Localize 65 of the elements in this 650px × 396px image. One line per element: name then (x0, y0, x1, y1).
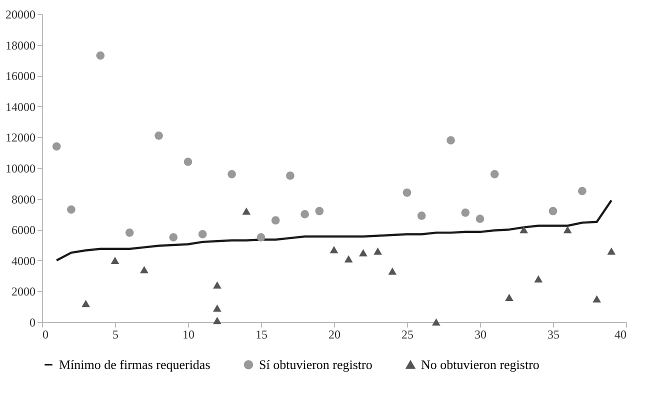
y-tick-label: 20000 (6, 8, 36, 22)
x-tick-label: 25 (402, 328, 414, 342)
point (67, 205, 76, 214)
legend-label: Mínimo de firmas requeridas (59, 356, 210, 372)
x-tick-label: 5 (112, 328, 118, 342)
point (461, 208, 470, 217)
y-tick-label: 2000 (12, 284, 36, 299)
x-tick-label: 10 (182, 328, 194, 342)
point (242, 207, 251, 215)
point (563, 226, 572, 234)
legend-label: Sí obtuvieron registro (259, 356, 372, 372)
point (490, 170, 499, 178)
x-tick-label: 40 (614, 328, 626, 342)
y-tick-label: 10000 (6, 162, 36, 176)
y-tick-label: 0 (30, 316, 36, 330)
x-tick-label: 30 (474, 328, 486, 342)
point (330, 246, 338, 254)
point (388, 268, 397, 275)
point (213, 316, 222, 324)
point (505, 294, 514, 301)
y-tick-label: 4000 (12, 254, 36, 268)
point (169, 233, 178, 242)
point (271, 216, 280, 225)
y-tick-label: 14000 (6, 100, 36, 114)
point (140, 266, 148, 274)
point (300, 210, 309, 218)
point (374, 248, 382, 255)
point (256, 233, 266, 242)
y-tick-label: 6000 (12, 223, 36, 238)
x-tick-label: 35 (548, 328, 560, 342)
point (154, 131, 163, 140)
point (286, 172, 294, 180)
point (110, 256, 120, 264)
y-tick-label: 16000 (6, 69, 36, 84)
point (213, 281, 222, 289)
point (344, 255, 353, 262)
line-series (56, 199, 612, 262)
point (578, 186, 586, 196)
x-tick-label: 15 (256, 328, 268, 342)
point (534, 275, 543, 283)
point (82, 300, 90, 308)
y-tick-label: 18000 (6, 38, 36, 52)
point (228, 170, 236, 178)
point (359, 249, 368, 256)
point (446, 136, 455, 144)
point (432, 318, 440, 326)
point (402, 188, 412, 197)
point (213, 304, 222, 312)
point (198, 230, 207, 238)
point (315, 206, 324, 216)
point (476, 214, 484, 223)
point (52, 142, 61, 151)
legend-label: No obtuvieron registro (421, 356, 540, 372)
x-tick-label: 20 (328, 328, 340, 342)
point (184, 158, 192, 166)
y-tick-label: 12000 (6, 130, 36, 145)
point (96, 51, 105, 60)
point (592, 295, 601, 303)
point (607, 248, 616, 255)
point (520, 226, 528, 234)
x-tick-label: 0 (42, 328, 48, 342)
point (548, 206, 558, 216)
point (125, 228, 134, 237)
y-tick-label: 8000 (12, 192, 36, 206)
point (417, 212, 426, 220)
